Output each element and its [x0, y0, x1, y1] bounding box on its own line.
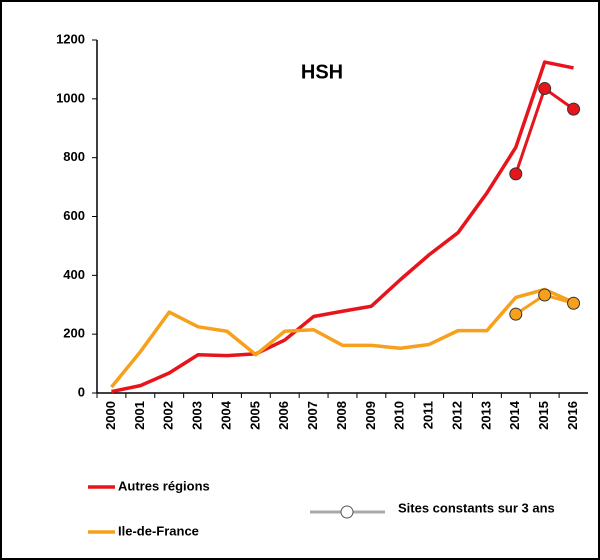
legend-label: Ile-de-France — [118, 523, 199, 538]
x-tick-label: 2015 — [536, 401, 551, 430]
data-point — [567, 296, 581, 310]
data-line — [111, 60, 574, 394]
x-tick-label: 2012 — [449, 401, 464, 430]
y-tick-label: 1000 — [56, 90, 85, 105]
x-tick-label: 2009 — [363, 401, 378, 430]
data-point — [567, 102, 581, 116]
legend-marker — [340, 505, 354, 519]
x-tick-label: 2014 — [507, 400, 522, 430]
legend-label: Sites constants sur 3 ans — [398, 500, 555, 515]
data-point — [538, 288, 552, 302]
data-line — [110, 287, 575, 389]
chart-title: HSH — [301, 61, 343, 83]
y-tick-label: 0 — [78, 384, 85, 399]
x-tick-label: 2000 — [103, 401, 118, 430]
x-tick-label: 2011 — [421, 401, 436, 429]
x-tick-label: 2003 — [190, 401, 205, 430]
x-tick-label: 2006 — [276, 401, 291, 430]
data-point — [509, 167, 523, 181]
y-tick-label: 400 — [63, 267, 85, 282]
x-tick-label: 2010 — [392, 401, 407, 430]
y-tick-label: 600 — [63, 208, 85, 223]
x-tick-label: 2001 — [132, 401, 147, 430]
legend-label: Autres régions — [118, 478, 210, 493]
x-tick-label: 2004 — [218, 400, 233, 430]
x-tick-label: 2005 — [247, 401, 262, 430]
x-tick-label: 2013 — [478, 401, 493, 430]
y-tick-label: 800 — [63, 149, 85, 164]
data-point — [538, 82, 552, 96]
y-tick-label: 200 — [63, 326, 85, 341]
x-tick-label: 2008 — [334, 401, 349, 430]
x-tick-label: 2002 — [161, 401, 176, 430]
x-tick-label: 2007 — [305, 401, 320, 430]
x-tick-label: 2016 — [565, 401, 580, 430]
y-tick-label: 1200 — [56, 31, 85, 46]
data-point — [509, 307, 523, 321]
